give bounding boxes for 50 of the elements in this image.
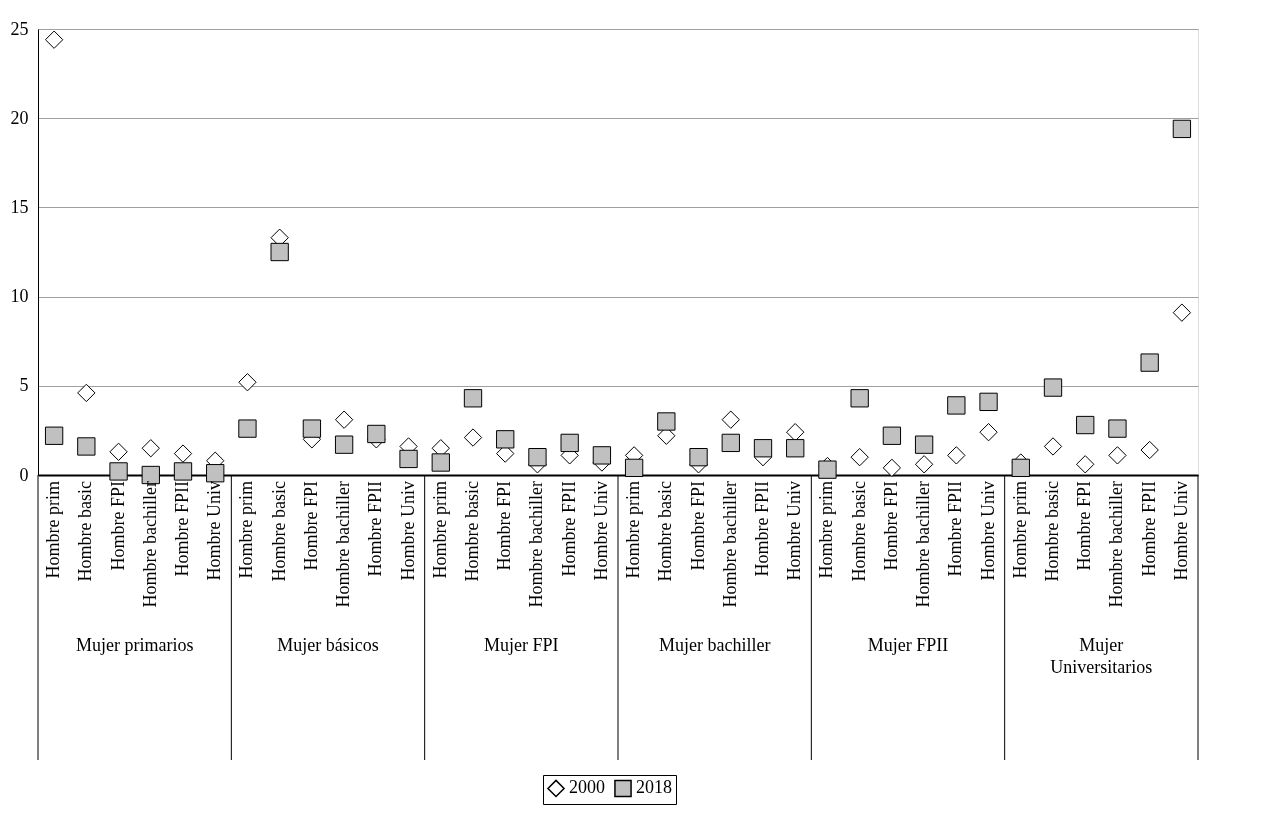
x-tick-label: Hombre FPI	[494, 481, 515, 571]
x-tick-label: Hombre FPII	[558, 481, 579, 577]
text: Mujer FPI	[484, 635, 559, 655]
x-tick-label: Hombre bachiller	[1106, 481, 1127, 608]
text: Mujer FPII	[867, 635, 949, 655]
text: Mujer bachiller	[658, 635, 771, 655]
x-tick-label: Hombre FPII	[365, 481, 386, 577]
legend-label: 2018	[636, 777, 672, 798]
x-tick-label: Hombre FPII	[752, 481, 772, 577]
x-tick-label: Hombre Univ	[590, 481, 611, 581]
x-tick-label: Hombre basic	[848, 480, 869, 582]
x-tick-label: Hombre FPII	[172, 481, 192, 577]
x-tick-label: Hombre Univ	[204, 481, 225, 581]
x-tick-label: Hombre FPI	[880, 481, 901, 571]
x-tick-label: Hombre bachiller	[526, 481, 547, 608]
y-tick-label: 15	[10, 196, 29, 217]
x-tick-label: Hombre FPI	[687, 481, 708, 571]
x-tick-label: Hombre FPI	[300, 481, 321, 571]
x-tick-label: Hombre Univ	[784, 481, 805, 581]
text: Mujer básicos	[277, 635, 379, 655]
x-tick-label: Hombre prim	[43, 481, 64, 579]
x-tick-label: Hombre FPI	[1074, 481, 1095, 571]
x-tick-label: Hombre bachiller	[913, 481, 934, 608]
y-tick-label: 10	[10, 286, 29, 307]
y-tick-label: 5	[19, 375, 29, 396]
x-tick-label: Hombre prim	[1009, 481, 1030, 579]
y-tick-label: 20	[10, 107, 29, 128]
text: Mujer primarios	[75, 635, 194, 655]
y-tick-label: 25	[10, 18, 29, 39]
x-tick-label: Hombre basic	[268, 480, 289, 582]
x-tick-label: Hombre Univ	[397, 481, 418, 581]
x-tick-label: Hombre FPI	[107, 481, 128, 571]
y-tick-label: 0	[19, 464, 29, 485]
x-tick-label: Hombre bachiller	[139, 481, 160, 608]
x-tick-label: Hombre basic	[655, 480, 676, 582]
x-tick-label: Hombre FPII	[945, 481, 966, 577]
x-tick-label: Hombre basic	[1042, 480, 1062, 582]
x-tick-label: Hombre Univ	[1170, 481, 1191, 581]
x-tick-label: Hombre FPII	[1138, 481, 1159, 577]
x-tick-label: Hombre prim	[236, 481, 257, 579]
legend-label: 2000	[569, 777, 605, 798]
x-tick-label: Hombre bachiller	[719, 481, 740, 608]
x-tick-label: Hombre prim	[816, 481, 837, 579]
x-tick-label: Hombre bachiller	[333, 481, 354, 608]
x-tick-label: Hombre Univ	[977, 481, 998, 581]
x-tick-label: Hombre prim	[623, 481, 644, 579]
x-tick-label: Hombre prim	[429, 481, 450, 579]
text: Mujer Universitarios	[1050, 635, 1153, 677]
x-tick-label: Hombre basic	[462, 480, 482, 582]
x-tick-label: Hombre basic	[75, 480, 96, 582]
